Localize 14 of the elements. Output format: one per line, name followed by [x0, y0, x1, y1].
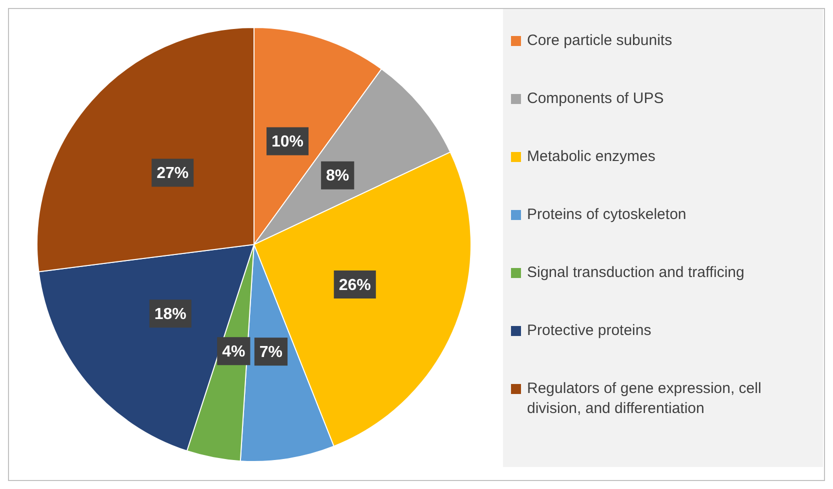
- data-label: 18%: [154, 306, 186, 324]
- legend-label: Regulators of gene expression, cell division, and differentiation: [527, 379, 762, 419]
- legend-label: Metabolic enzymes: [527, 147, 656, 167]
- legend-label: Signal transduction and trafficing: [527, 263, 744, 283]
- legend-label: Components of UPS: [527, 89, 664, 109]
- legend-label: Proteins of cytoskeleton: [527, 205, 686, 225]
- data-label: 8%: [326, 168, 350, 185]
- legend-label: Core particle subunits: [527, 31, 672, 51]
- data-label: 7%: [259, 344, 283, 362]
- data-label: 27%: [156, 165, 189, 182]
- data-label: 10%: [272, 134, 304, 151]
- legend-label: Protective proteins: [527, 321, 652, 341]
- data-label: 4%: [222, 343, 246, 360]
- data-label: 26%: [338, 276, 371, 294]
